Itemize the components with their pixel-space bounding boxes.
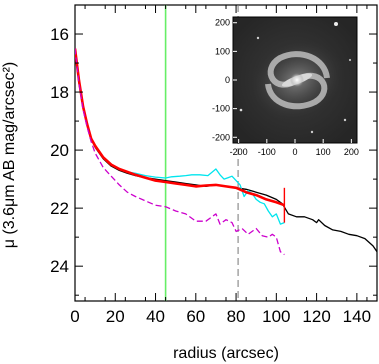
x-tick-label: 40 (146, 307, 165, 326)
star (256, 36, 260, 40)
inset-galaxy-image: -200 -100 0 100 200 200 100 0 -100 -200 (212, 16, 359, 157)
series-line-2 (75, 48, 285, 207)
x-tick-label: 0 (70, 307, 79, 326)
galaxy-arm (265, 72, 328, 110)
y-tick-label: 18 (50, 83, 69, 102)
y-tick-label: 24 (50, 257, 69, 276)
inset-y-tick-label: -200 (212, 132, 230, 142)
inset-x-tick-label: 0 (292, 147, 297, 157)
x-tick-label: 140 (343, 307, 371, 326)
star (343, 118, 347, 122)
inset-y-tick-label: 100 (215, 46, 230, 56)
star (334, 22, 338, 26)
inset-y-tick-label: 200 (215, 18, 230, 28)
y-ticks: 16 18 20 22 24 (50, 4, 377, 296)
inset-x-tick-label: 100 (316, 147, 331, 157)
galaxy-core (290, 73, 304, 87)
x-tick-label: 120 (302, 307, 330, 326)
star (239, 108, 243, 112)
x-ticks: 0 20 40 60 80 100 120 140 (70, 5, 371, 326)
y-tick-label: 16 (50, 25, 69, 44)
inset-x-tick-label: 200 (344, 147, 359, 157)
series-line-3 (75, 48, 285, 256)
inset-x-tick-label: -100 (258, 147, 276, 157)
x-axis-label: radius (arcsec) (173, 345, 279, 362)
y-tick-label: 20 (50, 141, 69, 160)
galaxy-arm (267, 51, 330, 88)
inset-y-tick-label: 0 (225, 75, 230, 85)
series-group (75, 48, 377, 256)
inset-ticks: -200 -100 0 100 200 200 100 0 -100 -200 (212, 18, 359, 157)
y-tick-label: 22 (50, 199, 69, 218)
y-axis-label: μ (3.6μm AB mag/arcsec²) (1, 62, 18, 248)
x-tick-label: 20 (106, 307, 125, 326)
inset-y-tick-label: -100 (212, 104, 230, 114)
x-tick-label: 80 (227, 307, 246, 326)
star (310, 130, 314, 134)
inset-x-tick-label: -200 (230, 147, 248, 157)
x-tick-label: 60 (186, 307, 205, 326)
x-tick-label: 100 (262, 307, 290, 326)
star (348, 58, 352, 62)
